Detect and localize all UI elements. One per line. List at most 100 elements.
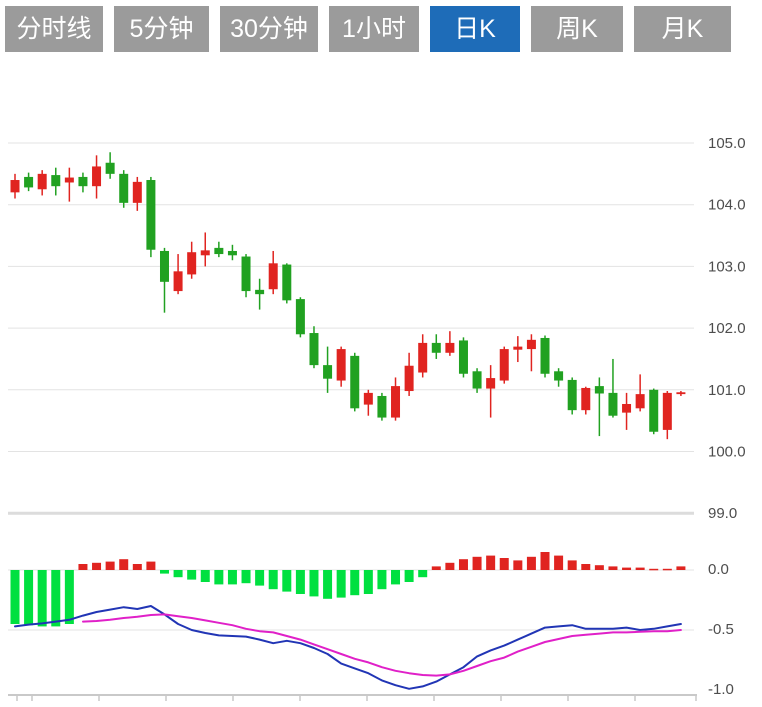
candle-up <box>10 173 20 199</box>
macd-bar-down <box>227 570 237 585</box>
candle-down <box>255 278 265 310</box>
candle-up <box>37 170 47 196</box>
price-axis-label: 101.0 <box>708 382 746 399</box>
macd-bar-down <box>255 570 265 586</box>
candle-up <box>499 346 509 384</box>
timeframe-button-30min[interactable]: 30分钟 <box>220 6 318 52</box>
macd-bar-up <box>105 561 115 570</box>
timeframe-button-weekly-k[interactable]: 周K <box>531 6 623 52</box>
candle-body <box>554 371 564 381</box>
candle-body <box>159 250 169 282</box>
price-axis-label: 104.0 <box>708 197 746 214</box>
candle-down <box>540 335 550 378</box>
timeframe-toolbar: 分时线 5分钟 30分钟 1小时 日K 周K 月K <box>5 6 731 52</box>
macd-bar-up <box>431 566 441 570</box>
candle-down <box>431 334 441 359</box>
macd-bar-up <box>146 561 156 570</box>
candle-body <box>227 250 237 256</box>
timeframe-button-1hour[interactable]: 1小时 <box>329 6 419 52</box>
candle-body <box>282 264 292 301</box>
candle-down <box>159 247 169 313</box>
candle-body <box>608 392 618 416</box>
candle-up <box>418 334 428 378</box>
timeframe-button-5min[interactable]: 5分钟 <box>114 6 209 52</box>
macd-bar-up <box>554 555 564 570</box>
candle-body <box>445 342 455 353</box>
candle-body <box>391 386 401 418</box>
macd-bar-up <box>635 567 645 570</box>
macd-axis-label: -0.5 <box>708 621 734 638</box>
candle-up <box>622 392 632 430</box>
candle-down <box>649 388 659 435</box>
candle-body <box>132 181 142 203</box>
candle-body <box>431 342 441 353</box>
candle-body <box>526 339 536 350</box>
macd-axis-labels: 0.0 -0.5 -1.0 <box>708 561 734 698</box>
candle-up <box>92 155 102 199</box>
candle-body <box>649 389 659 432</box>
candle-down <box>105 152 115 179</box>
candle-body <box>37 173 47 190</box>
candle-body <box>146 180 156 250</box>
candle-up <box>662 391 672 440</box>
timeframe-button-monthly-k[interactable]: 月K <box>634 6 731 52</box>
macd-histogram <box>10 552 686 627</box>
candle-body <box>622 403 632 413</box>
candle-body <box>363 392 373 405</box>
macd-bar-up <box>472 556 482 570</box>
candle-body <box>214 247 224 255</box>
price-axis-label: 100.0 <box>708 444 746 461</box>
macd-bar-up <box>594 565 604 570</box>
x-axis <box>8 694 697 701</box>
dif-line <box>14 605 682 690</box>
candle-up <box>581 386 591 415</box>
candle-up <box>132 176 142 211</box>
candle-body <box>662 392 672 430</box>
macd-bar-up <box>445 562 455 570</box>
candle-body <box>486 378 496 389</box>
candle-down <box>554 368 564 387</box>
candle-down <box>51 167 61 196</box>
candle-body <box>105 162 115 174</box>
timeframe-button-daily-k[interactable]: 日K <box>430 6 520 52</box>
price-axis-label: 99.0 <box>708 505 737 522</box>
price-axis-label: 103.0 <box>708 258 746 275</box>
candle-body <box>377 395 387 418</box>
candle-body <box>200 250 210 256</box>
candle-body <box>581 387 591 411</box>
macd-bar-down <box>268 570 278 590</box>
candle-up <box>404 352 414 396</box>
candle-up <box>268 250 278 295</box>
timeframe-button-minute-line[interactable]: 分时线 <box>5 6 103 52</box>
macd-bar-up <box>499 558 509 570</box>
price-axis-label: 102.0 <box>708 320 746 337</box>
macd-bar-down <box>377 570 387 590</box>
macd-axis-label: 0.0 <box>708 561 729 578</box>
candle-body <box>594 386 604 394</box>
candle-down <box>458 337 468 378</box>
macd-bar-up <box>649 568 659 571</box>
macd-bar-down <box>282 570 292 592</box>
candle-down <box>608 358 618 418</box>
candle-body <box>64 177 74 183</box>
macd-bar-down <box>309 570 319 597</box>
macd-bar-down <box>323 570 333 599</box>
candle-body <box>295 299 305 335</box>
macd-bar-up <box>662 568 672 571</box>
macd-bar-down <box>214 570 224 585</box>
candle-up <box>635 374 645 412</box>
candle-body <box>458 340 468 374</box>
candle-down <box>241 254 251 298</box>
macd-bar-up <box>540 552 550 570</box>
macd-bar-down <box>391 570 401 585</box>
macd-bar-down <box>404 570 414 582</box>
candle-body <box>567 379 577 411</box>
candle-body <box>187 252 197 275</box>
macd-bar-down <box>10 570 20 624</box>
candle-down <box>350 352 360 412</box>
dea-line <box>82 613 682 677</box>
macd-bar-down <box>173 570 183 578</box>
candle-up <box>676 391 686 396</box>
